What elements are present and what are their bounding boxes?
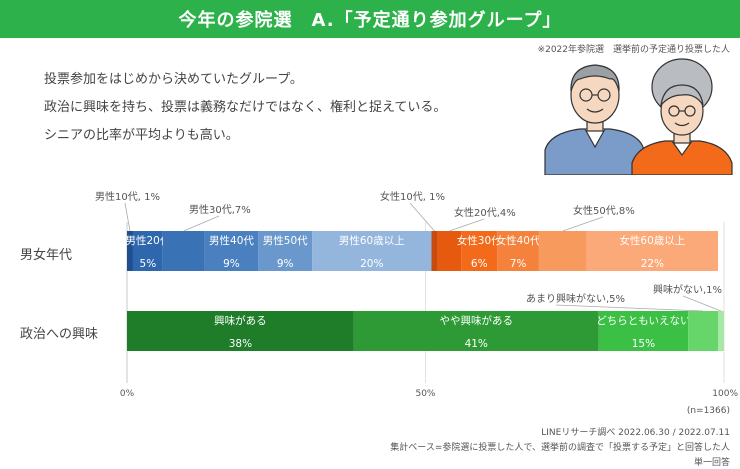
segment-value: 41% bbox=[465, 338, 488, 350]
senior-woman-icon bbox=[631, 58, 733, 175]
segment-callout-label: 女性20代,4% bbox=[454, 206, 516, 219]
row-label: 男女年代 bbox=[20, 247, 72, 263]
x-tick-label: 50% bbox=[415, 389, 435, 399]
senior-man-icon bbox=[544, 64, 645, 175]
survey-note: ※2022年参院選 選挙前の予定通り投票した人 bbox=[537, 45, 730, 55]
callout-leader-line bbox=[124, 202, 131, 232]
bar-segment bbox=[312, 231, 432, 271]
segment-value: 22% bbox=[641, 258, 664, 270]
callout-leader-line bbox=[409, 202, 435, 232]
senior-couple-illustration bbox=[544, 58, 733, 175]
row-label: 政治への興味 bbox=[20, 327, 98, 342]
bar-segment bbox=[204, 231, 259, 271]
segment-callout-label: 女性50代,8% bbox=[573, 204, 635, 217]
page-title: 今年の参院選 A.「予定通り参加グループ」 bbox=[0, 0, 740, 38]
callout-leader-line bbox=[183, 215, 220, 232]
segment-callout-label: 女性10代, 1% bbox=[380, 190, 445, 203]
bar-segment bbox=[353, 311, 599, 351]
description-line-1: 投票参加をはじめから決めていたグループ。 bbox=[44, 72, 303, 87]
bar-segment bbox=[162, 231, 205, 271]
bar-segment bbox=[598, 311, 689, 351]
segment-value: 20% bbox=[360, 258, 383, 270]
bar-segment bbox=[437, 231, 462, 271]
segment-label: 男性20代 bbox=[125, 234, 170, 247]
segment-label: やや興味がある bbox=[439, 314, 513, 327]
segment-value: 9% bbox=[277, 258, 294, 270]
segment-value: 5% bbox=[140, 258, 157, 270]
callout-leader-line bbox=[449, 218, 485, 232]
segment-callout-label: 男性10代, 1% bbox=[95, 190, 160, 203]
answer-type-note: 単一回答 bbox=[693, 458, 730, 468]
bar-segment bbox=[688, 311, 719, 351]
bar-segment bbox=[538, 231, 587, 271]
bar-segment bbox=[431, 231, 438, 271]
bar-segment bbox=[718, 311, 724, 351]
segment-value: 9% bbox=[223, 258, 240, 270]
bar-segment bbox=[127, 311, 354, 351]
segment-value: 6% bbox=[471, 258, 488, 270]
segment-value: 15% bbox=[632, 338, 655, 350]
bar-segment bbox=[586, 231, 719, 271]
segment-value: 38% bbox=[229, 338, 252, 350]
segment-label: 女性60歳以上 bbox=[619, 234, 685, 247]
x-tick-label: 0% bbox=[120, 389, 135, 399]
bar-segment bbox=[497, 231, 539, 271]
base-note: 集計ベース=参院選に投票した人で、選挙前の調査で「投票する予定」と回答した人 bbox=[390, 443, 730, 453]
description-line-3: シニアの比率が平均よりも高い。 bbox=[44, 128, 239, 143]
segment-callout-label: あまり興味がない,5% bbox=[526, 292, 625, 305]
segment-callout-label: 興味がない,1% bbox=[653, 283, 722, 296]
segment-label: 女性30代 bbox=[457, 234, 502, 247]
callout-leader-line bbox=[555, 304, 704, 312]
bar-segment bbox=[258, 231, 313, 271]
segment-label: 女性40代 bbox=[496, 234, 541, 247]
callout-leader-line bbox=[682, 295, 722, 312]
bar-segment bbox=[127, 231, 133, 271]
bar-segment bbox=[132, 231, 163, 271]
segment-value: 7% bbox=[510, 258, 527, 270]
description-line-2: 政治に興味を持ち、投票は義務なだけではなく、権利と捉えている。 bbox=[44, 100, 447, 115]
segment-label: どちらともいえない bbox=[596, 315, 690, 327]
segment-label: 男性60歳以上 bbox=[339, 234, 405, 247]
segment-callout-label: 男性30代,7% bbox=[189, 203, 251, 216]
segment-label: 男性50代 bbox=[263, 234, 308, 247]
segment-label: 興味がある bbox=[214, 314, 267, 327]
sample-size: (n=1366) bbox=[686, 406, 730, 416]
x-tick-label: 100% bbox=[712, 389, 738, 399]
source-note: LINEリサーチ調べ 2022.06.30 / 2022.07.11 bbox=[541, 428, 730, 438]
callout-leader-line bbox=[562, 216, 604, 232]
bar-segment bbox=[461, 231, 498, 271]
segment-label: 男性40代 bbox=[209, 234, 254, 247]
